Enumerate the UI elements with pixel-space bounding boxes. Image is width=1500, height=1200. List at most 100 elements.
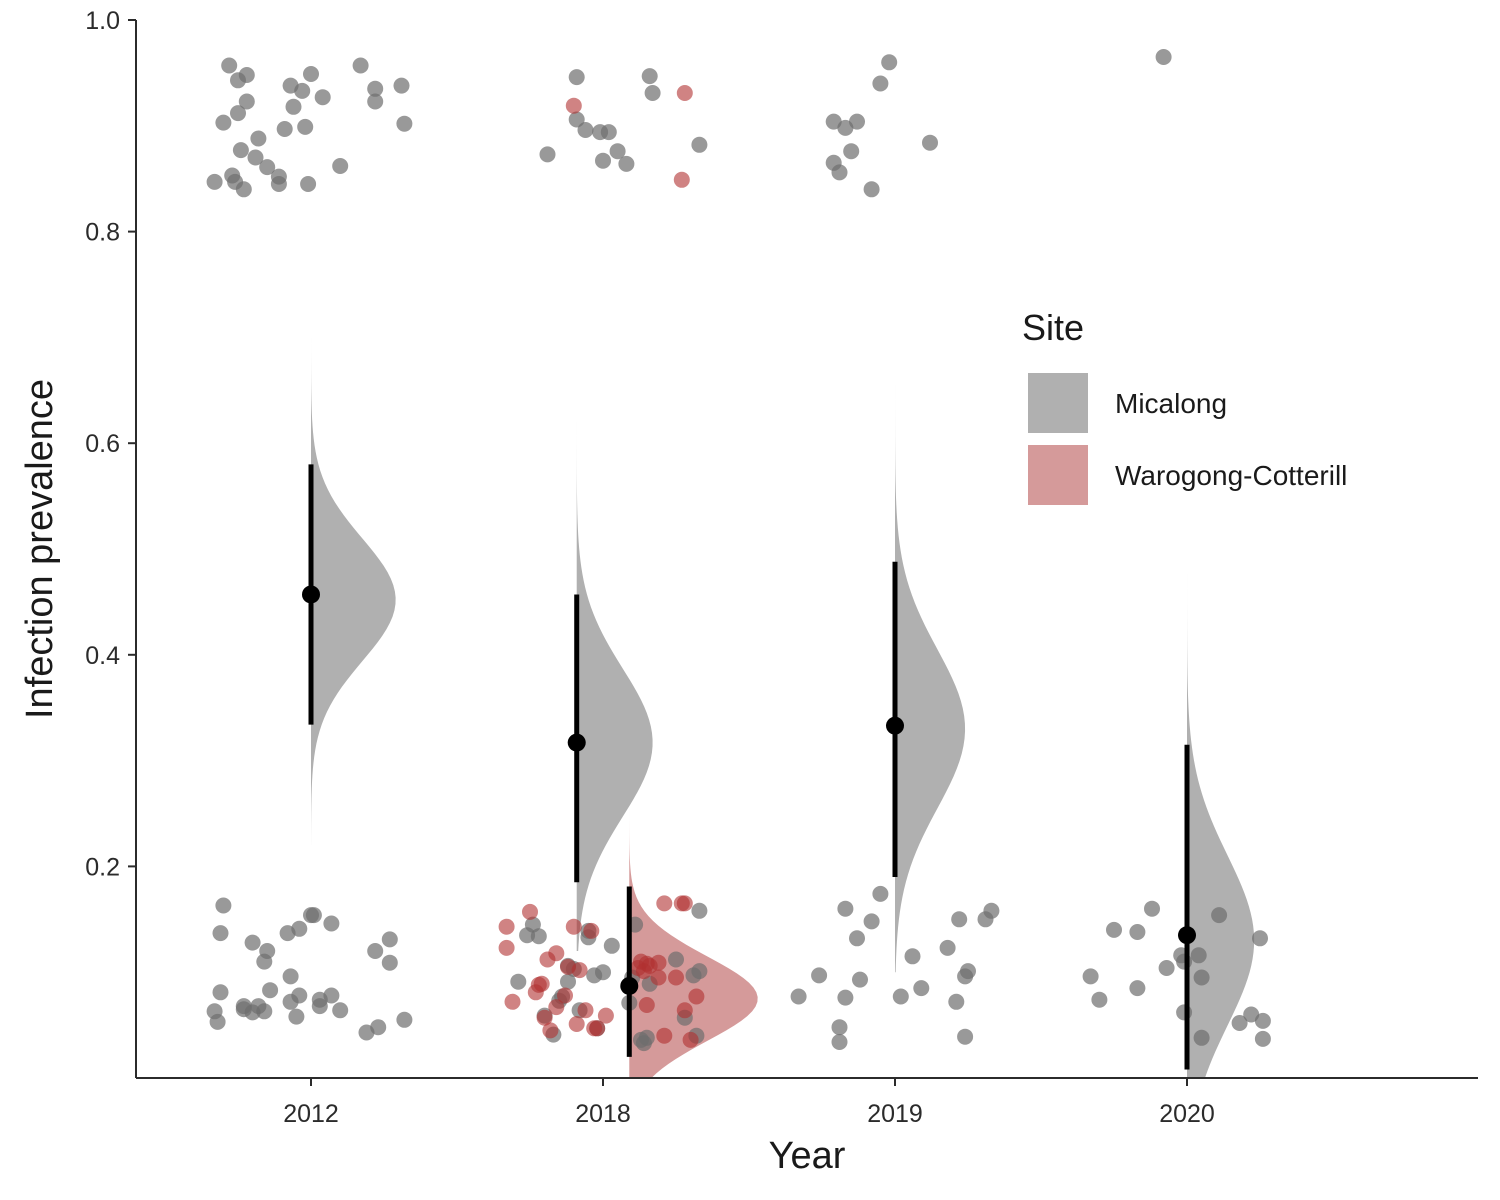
data-point — [332, 1002, 349, 1019]
data-point — [206, 173, 223, 190]
data-point — [565, 97, 582, 114]
data-point — [1193, 1029, 1210, 1046]
data-point — [510, 973, 527, 990]
data-point — [939, 939, 956, 956]
data-point — [498, 939, 515, 956]
data-point — [1106, 921, 1122, 938]
data-point — [498, 918, 515, 935]
x-tick-label: 2018 — [575, 1100, 631, 1128]
density-micalong-2019 — [895, 369, 966, 973]
data-point — [831, 1034, 848, 1050]
data-point — [557, 987, 573, 1004]
data-point — [644, 85, 661, 101]
data-point — [244, 934, 261, 951]
data-point — [656, 1027, 673, 1044]
data-point — [396, 1011, 413, 1028]
data-point — [691, 902, 708, 919]
data-point — [676, 85, 693, 101]
axes: 0.2 0.4 0.6 0.8 1.0 2012 2018 2019 2020 — [85, 7, 1478, 1128]
data-point — [367, 93, 384, 110]
data-point — [837, 900, 854, 917]
data-point — [650, 969, 667, 986]
y-ticks: 0.2 0.4 0.6 0.8 1.0 — [85, 7, 136, 881]
x-tick-label: 2012 — [283, 1100, 339, 1128]
summary-layer — [302, 464, 1196, 1070]
data-point — [212, 984, 229, 1001]
data-point — [530, 928, 547, 945]
data-point — [247, 149, 264, 166]
data-point — [215, 897, 232, 914]
data-point — [568, 1016, 585, 1032]
data-point — [396, 115, 413, 132]
data-point — [235, 181, 252, 198]
data-point — [314, 89, 331, 106]
data-point — [691, 136, 708, 153]
data-point — [1144, 900, 1160, 917]
data-point — [282, 968, 299, 985]
data-point — [209, 1013, 226, 1030]
data-point — [577, 1002, 594, 1019]
data-point — [1082, 968, 1099, 985]
data-point — [1176, 1004, 1193, 1021]
data-point — [872, 885, 889, 902]
data-point — [650, 954, 667, 971]
data-point — [367, 80, 384, 97]
data-point — [230, 105, 246, 122]
data-point — [790, 988, 807, 1005]
points-layer — [206, 49, 1271, 1052]
data-point — [539, 146, 556, 163]
density-micalong-2020 — [1187, 549, 1255, 1078]
data-point — [656, 895, 673, 912]
y-tick-label: 0.4 — [85, 642, 120, 670]
data-point — [595, 964, 611, 981]
data-point — [381, 954, 398, 971]
density-layer — [311, 337, 1255, 1078]
data-point — [291, 987, 308, 1004]
data-point — [1190, 947, 1207, 964]
data-point — [332, 158, 349, 174]
data-point — [548, 945, 565, 962]
data-point — [668, 969, 684, 986]
data-point — [305, 907, 322, 924]
data-point — [837, 989, 854, 1006]
data-point — [303, 66, 319, 82]
x-ticks: 2012 2018 2019 2020 — [283, 1078, 1215, 1128]
median-point-2018 — [567, 733, 586, 752]
data-point — [565, 918, 582, 935]
y-tick-label: 0.2 — [85, 853, 120, 881]
data-point — [1176, 953, 1193, 970]
data-point — [1252, 930, 1268, 947]
data-point — [393, 77, 410, 94]
data-point — [212, 925, 229, 942]
data-point — [1243, 1006, 1260, 1023]
data-point — [1091, 991, 1108, 1008]
data-point — [1155, 49, 1172, 65]
y-tick-label: 0.8 — [85, 219, 120, 247]
legend-key-warogong-cotterill — [1028, 445, 1088, 505]
data-point — [262, 982, 279, 999]
data-point — [638, 997, 655, 1013]
legend-label-micalong: Micalong — [1115, 388, 1227, 419]
data-point — [673, 171, 690, 188]
data-point — [960, 963, 976, 980]
data-point — [904, 948, 921, 965]
data-point — [536, 1009, 553, 1026]
data-point — [533, 975, 550, 992]
legend-title: Site — [1022, 307, 1084, 348]
data-point — [1254, 1012, 1271, 1029]
density-micalong-2012 — [311, 337, 396, 846]
legend: Site Micalong Warogong-Cotterill — [1022, 307, 1347, 505]
data-point — [1129, 924, 1146, 940]
data-point — [597, 1007, 614, 1024]
data-point — [311, 998, 328, 1015]
data-point — [957, 1028, 974, 1045]
data-point — [259, 159, 276, 176]
x-tick-label: 2019 — [867, 1100, 923, 1128]
data-point — [504, 993, 521, 1010]
data-point — [276, 121, 293, 137]
data-point — [291, 920, 308, 937]
data-point — [352, 57, 369, 74]
data-point — [641, 68, 658, 85]
data-point — [609, 143, 626, 160]
